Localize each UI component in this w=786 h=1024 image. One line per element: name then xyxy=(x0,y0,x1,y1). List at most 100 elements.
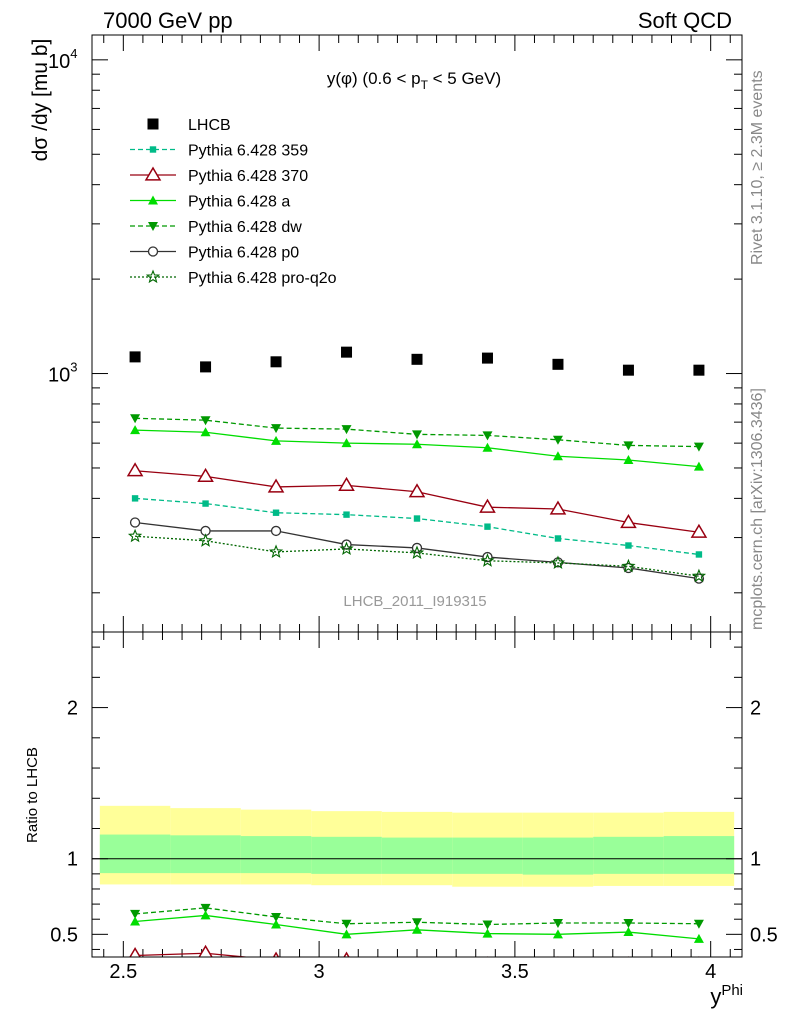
data-point xyxy=(149,146,157,153)
data-point xyxy=(202,500,209,507)
inner-band-segment xyxy=(381,837,453,874)
data-point xyxy=(623,918,634,928)
data-point xyxy=(341,929,352,939)
data-point xyxy=(693,442,704,452)
data-point xyxy=(698,956,700,957)
data-point xyxy=(129,947,141,957)
data-point xyxy=(271,424,282,434)
data-point xyxy=(272,951,280,957)
data-point xyxy=(623,927,634,937)
series-p359 xyxy=(131,495,703,558)
data-point xyxy=(480,553,495,567)
data-point xyxy=(623,441,634,451)
inner-band-segment xyxy=(522,837,594,875)
ratio-series-pdw xyxy=(130,903,704,930)
data-point xyxy=(148,195,158,205)
legend-entry-p359: Pythia 6.428 359 xyxy=(130,143,308,160)
series-pp0 xyxy=(129,517,705,584)
data-point xyxy=(693,364,705,376)
data-point xyxy=(148,222,158,231)
data-point xyxy=(550,555,566,570)
data-point xyxy=(554,535,562,542)
ratio-frame xyxy=(91,631,743,958)
ratio-line xyxy=(135,952,252,957)
data-point xyxy=(693,461,704,471)
data-point xyxy=(147,246,159,257)
x-tick-label: 4 xyxy=(705,961,716,983)
inner-band-segment xyxy=(311,836,382,874)
watermark-label: LHCB_2011_I919315 xyxy=(343,593,486,610)
data-point xyxy=(691,568,707,583)
data-point xyxy=(129,351,141,363)
x-axis-label: yPhi xyxy=(710,982,743,1009)
data-point xyxy=(412,430,422,440)
data-point xyxy=(549,500,567,515)
series-pq2o xyxy=(127,528,707,583)
x-tick-label: 3.5 xyxy=(501,961,529,983)
data-point xyxy=(268,544,284,559)
data-point xyxy=(341,919,352,929)
legend-entry-pa: Pythia 6.428 a xyxy=(130,194,290,211)
data-point xyxy=(343,951,350,957)
data-point xyxy=(416,956,418,957)
data-point xyxy=(690,523,708,538)
y-tick-label: 103 xyxy=(48,360,77,387)
ratio-y-tick-label: 0.5 xyxy=(50,924,78,946)
legend-label: Pythia 6.428 dw xyxy=(188,219,302,236)
data-point xyxy=(130,414,141,424)
series-pdw xyxy=(130,414,704,452)
data-point xyxy=(552,918,563,928)
legend-label: Pythia 6.428 p0 xyxy=(188,245,299,262)
data-point xyxy=(623,455,634,465)
data-point xyxy=(131,495,139,502)
data-point xyxy=(270,525,282,537)
data-point xyxy=(622,364,634,376)
data-point xyxy=(339,541,354,555)
main-y-tick-labels: 103 104 xyxy=(48,46,77,387)
data-point xyxy=(409,545,425,560)
data-point xyxy=(272,509,280,516)
data-point xyxy=(200,910,211,920)
legend-entry-lhcb: LHCB xyxy=(147,117,231,134)
legend-entry-pdw: Pythia 6.428 dw xyxy=(130,219,302,236)
data-point xyxy=(625,542,632,549)
legend-label: Pythia 6.428 359 xyxy=(188,143,308,160)
ratio-y-tick-label-right: 2 xyxy=(750,698,761,720)
data-point xyxy=(482,431,493,441)
data-point xyxy=(267,478,285,493)
data-point xyxy=(412,924,422,934)
data-point xyxy=(552,435,563,445)
data-point xyxy=(130,916,141,926)
data-point xyxy=(413,515,421,522)
data-point xyxy=(271,912,282,922)
data-point xyxy=(482,551,493,563)
data-point xyxy=(557,956,559,957)
data-point xyxy=(343,511,350,518)
ratio-series-pa xyxy=(130,910,704,943)
data-point xyxy=(411,353,423,365)
data-point xyxy=(198,533,213,547)
data-point xyxy=(620,514,637,529)
data-point xyxy=(412,439,422,449)
rivet-label: Rivet 3.1.10, ≥ 2.3M events xyxy=(749,70,766,265)
data-point xyxy=(408,483,426,498)
x-tick-label: 3 xyxy=(314,961,325,983)
data-point xyxy=(126,462,144,477)
legend: LHCB Pythia 6.428 359 Pythia 6.428 370 Pyth… xyxy=(130,117,337,287)
data-point xyxy=(127,528,143,543)
legend-entry-pp0: Pythia 6.428 p0 xyxy=(130,245,299,262)
data-point xyxy=(200,903,211,913)
legend-label: Pythia 6.428 370 xyxy=(188,168,308,185)
header-right-label: Soft QCD xyxy=(638,8,732,33)
ratio-y-tick-label-right: 0.5 xyxy=(750,924,778,946)
data-point xyxy=(270,356,282,368)
ratio-uncertainty-bands xyxy=(92,805,742,887)
data-point xyxy=(341,425,352,435)
series-lhcb xyxy=(129,346,705,376)
data-point xyxy=(129,517,141,528)
inner-band-segment xyxy=(593,836,664,874)
legend-entry-p370: Pythia 6.428 370 xyxy=(130,166,308,185)
ratio-series xyxy=(129,903,704,957)
main-y-axis-label: dσ /dy [mu b] xyxy=(29,39,52,162)
